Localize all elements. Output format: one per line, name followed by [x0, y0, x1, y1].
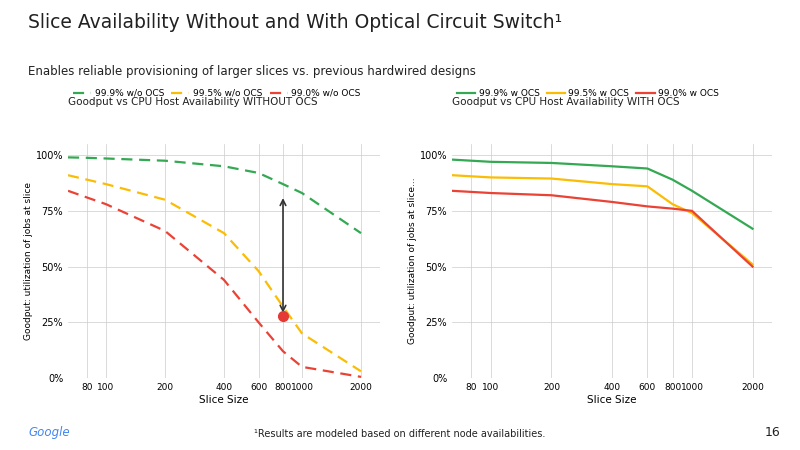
Text: ¹Results are modeled based on different node availabilities.: ¹Results are modeled based on different … [254, 429, 546, 439]
Y-axis label: Goodput: utilization of jobs at slice...: Goodput: utilization of jobs at slice... [408, 178, 417, 344]
Y-axis label: Goodput: utilization of jobs at slice: Goodput: utilization of jobs at slice [24, 182, 33, 340]
Text: Goodput vs CPU Host Availability WITH OCS: Goodput vs CPU Host Availability WITH OC… [452, 97, 680, 107]
X-axis label: Slice Size: Slice Size [199, 395, 249, 405]
Text: Slice Availability Without and With Optical Circuit Switch¹: Slice Availability Without and With Opti… [28, 14, 562, 32]
X-axis label: Slice Size: Slice Size [587, 395, 637, 405]
Text: Goodput vs CPU Host Availability WITHOUT OCS: Goodput vs CPU Host Availability WITHOUT… [68, 97, 318, 107]
Legend: 99.9% w OCS, 99.5% w OCS, 99.0% w OCS: 99.9% w OCS, 99.5% w OCS, 99.0% w OCS [454, 86, 722, 102]
Text: Google: Google [28, 426, 70, 439]
Legend: 99.9% w/o OCS, 99.5% w/o OCS, 99.0% w/o OCS: 99.9% w/o OCS, 99.5% w/o OCS, 99.0% w/o … [70, 86, 364, 102]
Text: Enables reliable provisioning of larger slices vs. previous hardwired designs: Enables reliable provisioning of larger … [28, 65, 476, 78]
Text: 16: 16 [764, 426, 780, 439]
